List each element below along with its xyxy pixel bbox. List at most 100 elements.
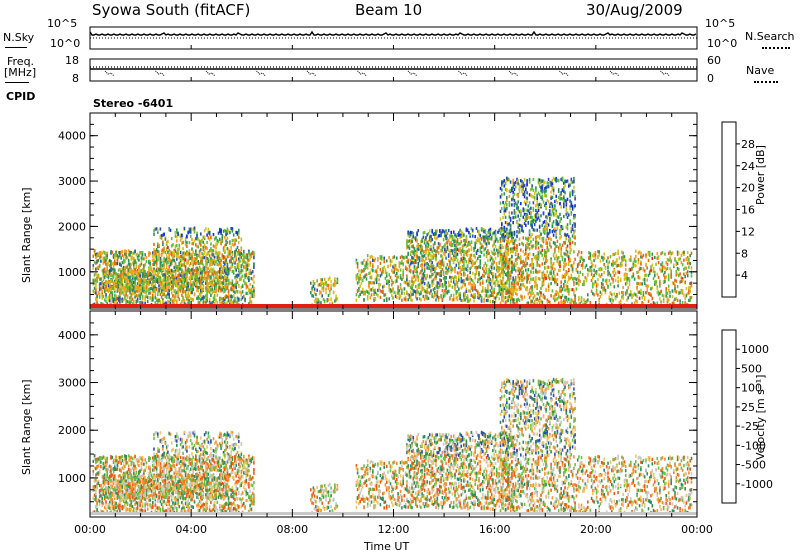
nave-dip: [508, 70, 519, 77]
power-cell: [186, 269, 188, 273]
power-cell: [181, 236, 183, 240]
power-cell: [182, 240, 184, 244]
power-cell: [138, 278, 140, 282]
power-cell: [98, 282, 101, 286]
power-cell: [114, 281, 116, 285]
power-cell: [421, 273, 423, 277]
power-cell: [210, 247, 212, 251]
power-cell: [374, 297, 377, 301]
power-cell: [523, 276, 526, 280]
power-cell: [528, 247, 531, 251]
power-cell: [170, 280, 173, 284]
power-cell: [193, 272, 196, 276]
power-cell: [100, 277, 102, 281]
power-cell: [153, 269, 155, 273]
power-cell: [216, 272, 219, 276]
power-cell: [388, 288, 390, 292]
power-cell: [504, 181, 507, 186]
power-cell: [203, 229, 206, 233]
power-cell: [157, 278, 159, 282]
power-cell: [141, 294, 144, 298]
power-cell: [164, 294, 167, 298]
power-cell: [240, 286, 243, 290]
nave-dip: [155, 70, 165, 77]
power-cell: [235, 248, 237, 252]
power-cell: [203, 267, 206, 271]
power-cell: [206, 270, 208, 274]
power-cell: [356, 288, 359, 293]
power-cell: [205, 298, 207, 302]
power-cell: [105, 273, 107, 277]
power-cell: [193, 261, 196, 265]
power-cell: [96, 274, 98, 278]
power-cell: [165, 253, 168, 257]
power-cell: [160, 264, 163, 268]
power-cell: [164, 301, 167, 305]
power-cell: [179, 250, 182, 254]
power-cell: [225, 279, 227, 283]
power-cell: [110, 288, 112, 292]
power-cell: [332, 282, 335, 286]
power-cell: [155, 251, 158, 255]
power-cell: [111, 267, 114, 271]
power-cell: [374, 277, 377, 282]
power-cell: [119, 262, 121, 267]
power-cell: [191, 289, 193, 293]
power-cell: [420, 240, 422, 244]
power-cell: [174, 280, 177, 284]
power-cell: [177, 265, 179, 269]
power-cell: [144, 263, 146, 267]
power-cell: [227, 252, 230, 256]
power-cell: [131, 285, 134, 289]
power-cell: [154, 283, 157, 287]
power-cell: [176, 235, 178, 239]
power-cell: [402, 272, 404, 277]
power-cell: [102, 256, 105, 260]
power-cell: [134, 250, 136, 254]
power-cell: [148, 272, 150, 276]
power-cell: [488, 273, 490, 278]
power-cell: [122, 289, 125, 293]
power-cell: [520, 213, 522, 217]
power-cell: [508, 241, 511, 245]
power-cell: [220, 270, 222, 275]
power-cell: [208, 290, 211, 295]
power-cell: [378, 287, 380, 291]
power-cell: [241, 258, 244, 262]
power-cell: [139, 289, 141, 293]
power-cell: [97, 252, 100, 256]
power-cell: [181, 258, 183, 262]
power-cell: [316, 301, 318, 305]
power-cell: [355, 277, 358, 281]
power-cell: [373, 281, 375, 285]
power-cell: [417, 256, 420, 260]
power-cell: [222, 276, 225, 280]
date-title: 30/Aug/2009: [586, 1, 683, 19]
power-cell: [530, 240, 532, 244]
power-cell: [112, 287, 115, 291]
power-cell: [236, 290, 239, 294]
power-cell: [520, 202, 522, 206]
power-cell: [197, 245, 200, 249]
power-cell: [203, 235, 206, 239]
power-cell: [441, 289, 444, 293]
power-cell: [389, 288, 392, 292]
power-cell: [136, 299, 139, 303]
power-cell: [133, 285, 135, 289]
power-cell: [138, 285, 140, 289]
power-cell: [140, 277, 143, 282]
power-cell: [152, 274, 154, 278]
power-cell: [401, 298, 403, 302]
power-cell: [136, 282, 139, 286]
power-cell: [215, 290, 217, 294]
power-cell: [330, 287, 332, 291]
power-cell: [139, 296, 141, 300]
power-cell: [112, 297, 115, 301]
power-cell: [385, 298, 388, 302]
power-cell: [179, 258, 182, 262]
power-cell: [150, 296, 153, 300]
power-cell: [452, 230, 455, 234]
power-cell: [131, 281, 134, 285]
power-cell: [195, 276, 197, 280]
power-cell: [124, 249, 126, 253]
